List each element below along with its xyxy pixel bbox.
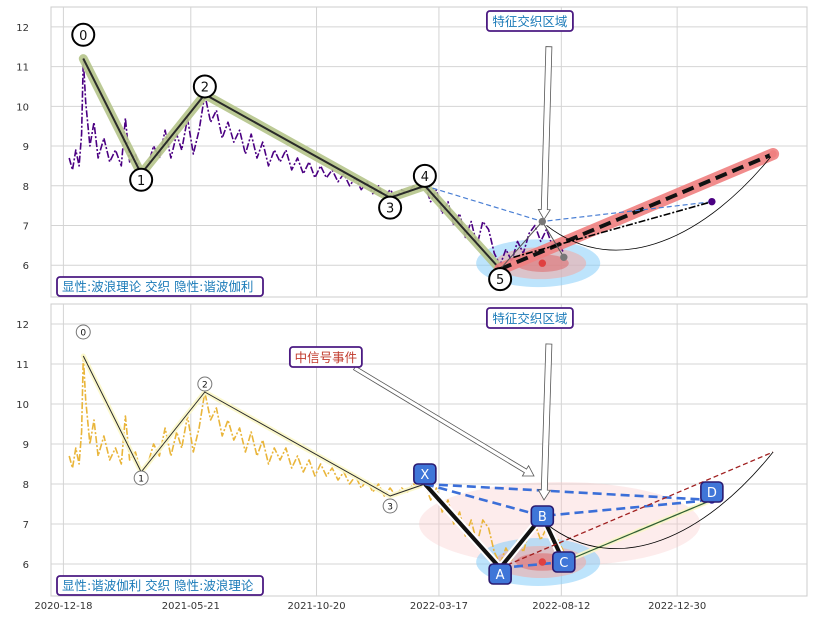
projection-curve (546, 451, 774, 549)
series-line (82, 355, 426, 497)
data-point (538, 558, 547, 566)
series-line (499, 152, 774, 272)
wave-label-circle (197, 376, 213, 392)
harmonic-point-label: B (538, 510, 547, 525)
harmonic-point-label: C (559, 556, 568, 571)
y-tick-label: 6 (23, 261, 29, 272)
region-label: 特征交织区域 (492, 311, 567, 326)
wave-label-circle (133, 470, 149, 486)
wave-label-circle (382, 498, 398, 514)
series-line (499, 451, 774, 569)
harmonic-point-label: D (707, 486, 717, 501)
harmonic-point-label: X (420, 468, 429, 483)
wave-label-circle (192, 74, 217, 99)
region-label-box (486, 307, 574, 329)
y-tick-label: 7 (23, 520, 29, 531)
wave-label-circle (75, 324, 91, 340)
wave-label: 1 (138, 475, 144, 485)
region-label: 特征交织区域 (492, 14, 567, 29)
region-arrow (537, 46, 553, 221)
data-point (538, 259, 547, 267)
wave-label: 2 (201, 80, 209, 95)
series-line (563, 499, 713, 563)
harmonic-point-box (413, 463, 437, 485)
event-label-box (288, 346, 363, 368)
wave-label: 5 (496, 273, 504, 288)
caption-text: 显性:波浪理论 交织 隐性:谐波伽利 (62, 279, 253, 294)
series-line (68, 57, 565, 267)
wave-label: 0 (79, 29, 87, 44)
wave-label: 2 (202, 381, 208, 391)
y-tick-label: 11 (16, 360, 29, 371)
harmonic-point-box (700, 481, 724, 503)
series-line (82, 58, 501, 270)
x-tick-label: 2021-05-21 (162, 601, 220, 612)
data-point (769, 150, 777, 158)
x-tick-label: 2020-12-18 (34, 601, 92, 612)
caption-box (56, 276, 264, 297)
event-arrow (352, 365, 535, 477)
projection-curve (546, 153, 774, 251)
y-tick-label: 9 (23, 142, 29, 153)
y-tick-label: 10 (16, 102, 29, 113)
event-label: 中信号事件 (295, 350, 358, 365)
y-tick-label: 10 (16, 400, 29, 411)
wave-label: 4 (421, 170, 429, 185)
region-label-box (486, 10, 574, 32)
data-point (560, 253, 568, 261)
region-arrow (537, 343, 553, 501)
wave-label: 0 (80, 329, 86, 339)
harmonic-point-box (552, 551, 576, 573)
x-tick-label: 2021-10-20 (287, 601, 345, 612)
signal-zone (419, 482, 701, 566)
y-tick-label: 8 (23, 182, 29, 193)
y-tick-label: 12 (16, 320, 29, 331)
y-tick-label: 9 (23, 440, 29, 451)
plot-area (50, 303, 808, 597)
harmonic-point-box (488, 563, 512, 585)
caption-box (56, 575, 264, 596)
caption-text: 显性:谐波伽利 交织 隐性:波浪理论 (62, 578, 254, 593)
wave-label: 3 (387, 503, 393, 513)
wave-label-circle (71, 22, 96, 47)
wave-label: 3 (386, 202, 394, 217)
wave-label-circle (129, 167, 154, 192)
y-tick-label: 8 (23, 480, 29, 491)
series-line (424, 482, 712, 502)
series-line (513, 200, 713, 259)
x-tick-label: 2022-12-30 (648, 601, 706, 612)
plot-area (50, 6, 808, 298)
y-tick-label: 7 (23, 221, 29, 232)
y-tick-label: 12 (16, 23, 29, 34)
wave-label-circle (378, 195, 403, 220)
x-tick-label: 2022-03-17 (410, 601, 468, 612)
harmonic-point-label: A (496, 568, 505, 583)
data-point (708, 197, 716, 206)
wave-label: 1 (137, 174, 145, 189)
y-tick-label: 6 (23, 560, 29, 571)
wave-label-circle (412, 163, 437, 188)
series-line (423, 482, 566, 570)
data-point (538, 217, 547, 226)
x-tick-label: 2022-08-12 (532, 601, 590, 612)
y-tick-label: 11 (16, 63, 29, 74)
harmonic-point-box (530, 505, 555, 527)
wave-label-circle (488, 267, 513, 292)
